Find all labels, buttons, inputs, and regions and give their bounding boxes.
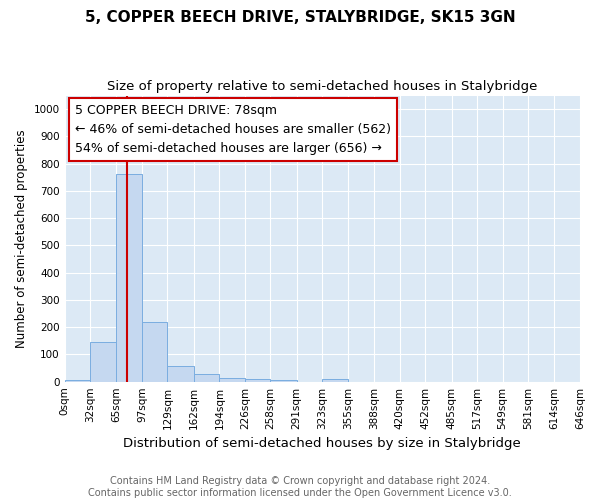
Text: 5 COPPER BEECH DRIVE: 78sqm
← 46% of semi-detached houses are smaller (562)
54% : 5 COPPER BEECH DRIVE: 78sqm ← 46% of sem… xyxy=(75,104,391,155)
Y-axis label: Number of semi-detached properties: Number of semi-detached properties xyxy=(15,130,28,348)
Title: Size of property relative to semi-detached houses in Stalybridge: Size of property relative to semi-detach… xyxy=(107,80,538,93)
Text: Contains HM Land Registry data © Crown copyright and database right 2024.
Contai: Contains HM Land Registry data © Crown c… xyxy=(88,476,512,498)
Bar xyxy=(194,374,220,382)
Text: 5, COPPER BEECH DRIVE, STALYBRIDGE, SK15 3GN: 5, COPPER BEECH DRIVE, STALYBRIDGE, SK15… xyxy=(85,10,515,25)
Bar xyxy=(167,366,194,382)
Bar xyxy=(65,380,90,382)
Bar xyxy=(271,380,297,382)
Bar xyxy=(245,378,271,382)
Bar xyxy=(322,378,348,382)
Bar xyxy=(220,378,245,382)
X-axis label: Distribution of semi-detached houses by size in Stalybridge: Distribution of semi-detached houses by … xyxy=(124,437,521,450)
Bar xyxy=(142,322,167,382)
Bar xyxy=(90,342,116,382)
Bar xyxy=(116,174,142,382)
